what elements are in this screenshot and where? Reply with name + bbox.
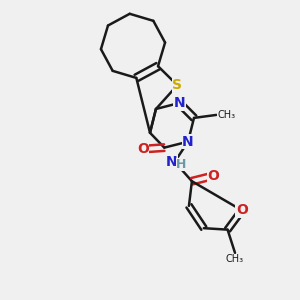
Text: CH₃: CH₃ bbox=[226, 254, 244, 264]
Text: CH₃: CH₃ bbox=[218, 110, 236, 120]
Text: H: H bbox=[176, 158, 186, 171]
Text: N: N bbox=[173, 96, 185, 110]
Text: S: S bbox=[172, 78, 182, 92]
Text: N: N bbox=[165, 155, 177, 169]
Text: N: N bbox=[182, 135, 194, 149]
Text: O: O bbox=[207, 169, 219, 183]
Text: O: O bbox=[236, 203, 248, 217]
Text: O: O bbox=[137, 142, 149, 156]
